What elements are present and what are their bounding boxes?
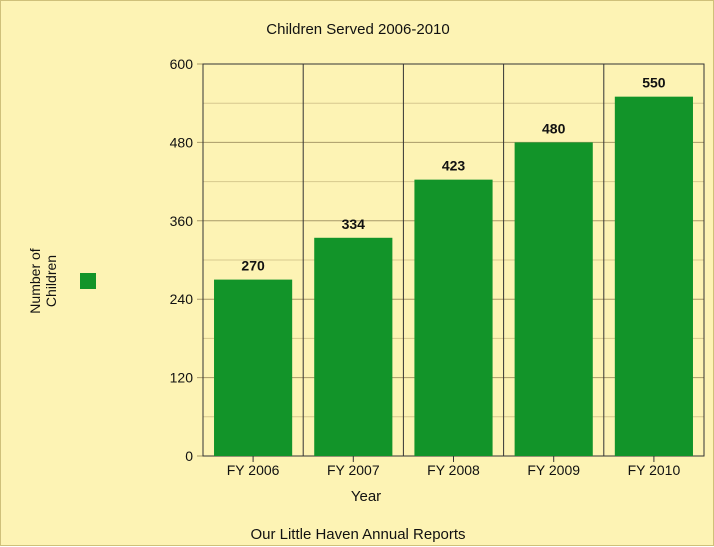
- data-label: 423: [442, 158, 466, 174]
- data-label: 480: [542, 120, 566, 136]
- y-tick-label: 600: [170, 56, 194, 72]
- bar: [314, 237, 393, 456]
- bar: [214, 279, 293, 456]
- y-tick-label: 0: [185, 448, 193, 464]
- chart-title: Children Served 2006-2010: [266, 21, 450, 38]
- x-tick-label: FY 2010: [628, 462, 681, 478]
- data-label: 334: [342, 216, 366, 232]
- bar: [414, 179, 493, 456]
- y-tick-label: 360: [170, 213, 194, 229]
- x-axis-label: Year: [350, 488, 382, 505]
- source-note: Our Little Haven Annual Reports: [250, 526, 466, 543]
- x-tick-label: FY 2009: [527, 462, 580, 478]
- y-tick-label: 120: [170, 370, 194, 386]
- y-tick-label: 240: [170, 291, 194, 307]
- x-tick-label: FY 2007: [327, 462, 380, 478]
- bar: [614, 96, 693, 457]
- x-tick-label: FY 2006: [227, 462, 280, 478]
- data-label: 550: [642, 75, 666, 91]
- data-label: 270: [241, 258, 265, 274]
- x-tick-label: FY 2008: [427, 462, 480, 478]
- bar: [514, 142, 593, 456]
- y-tick-label: 480: [170, 134, 194, 150]
- legend-swatch: [80, 273, 96, 289]
